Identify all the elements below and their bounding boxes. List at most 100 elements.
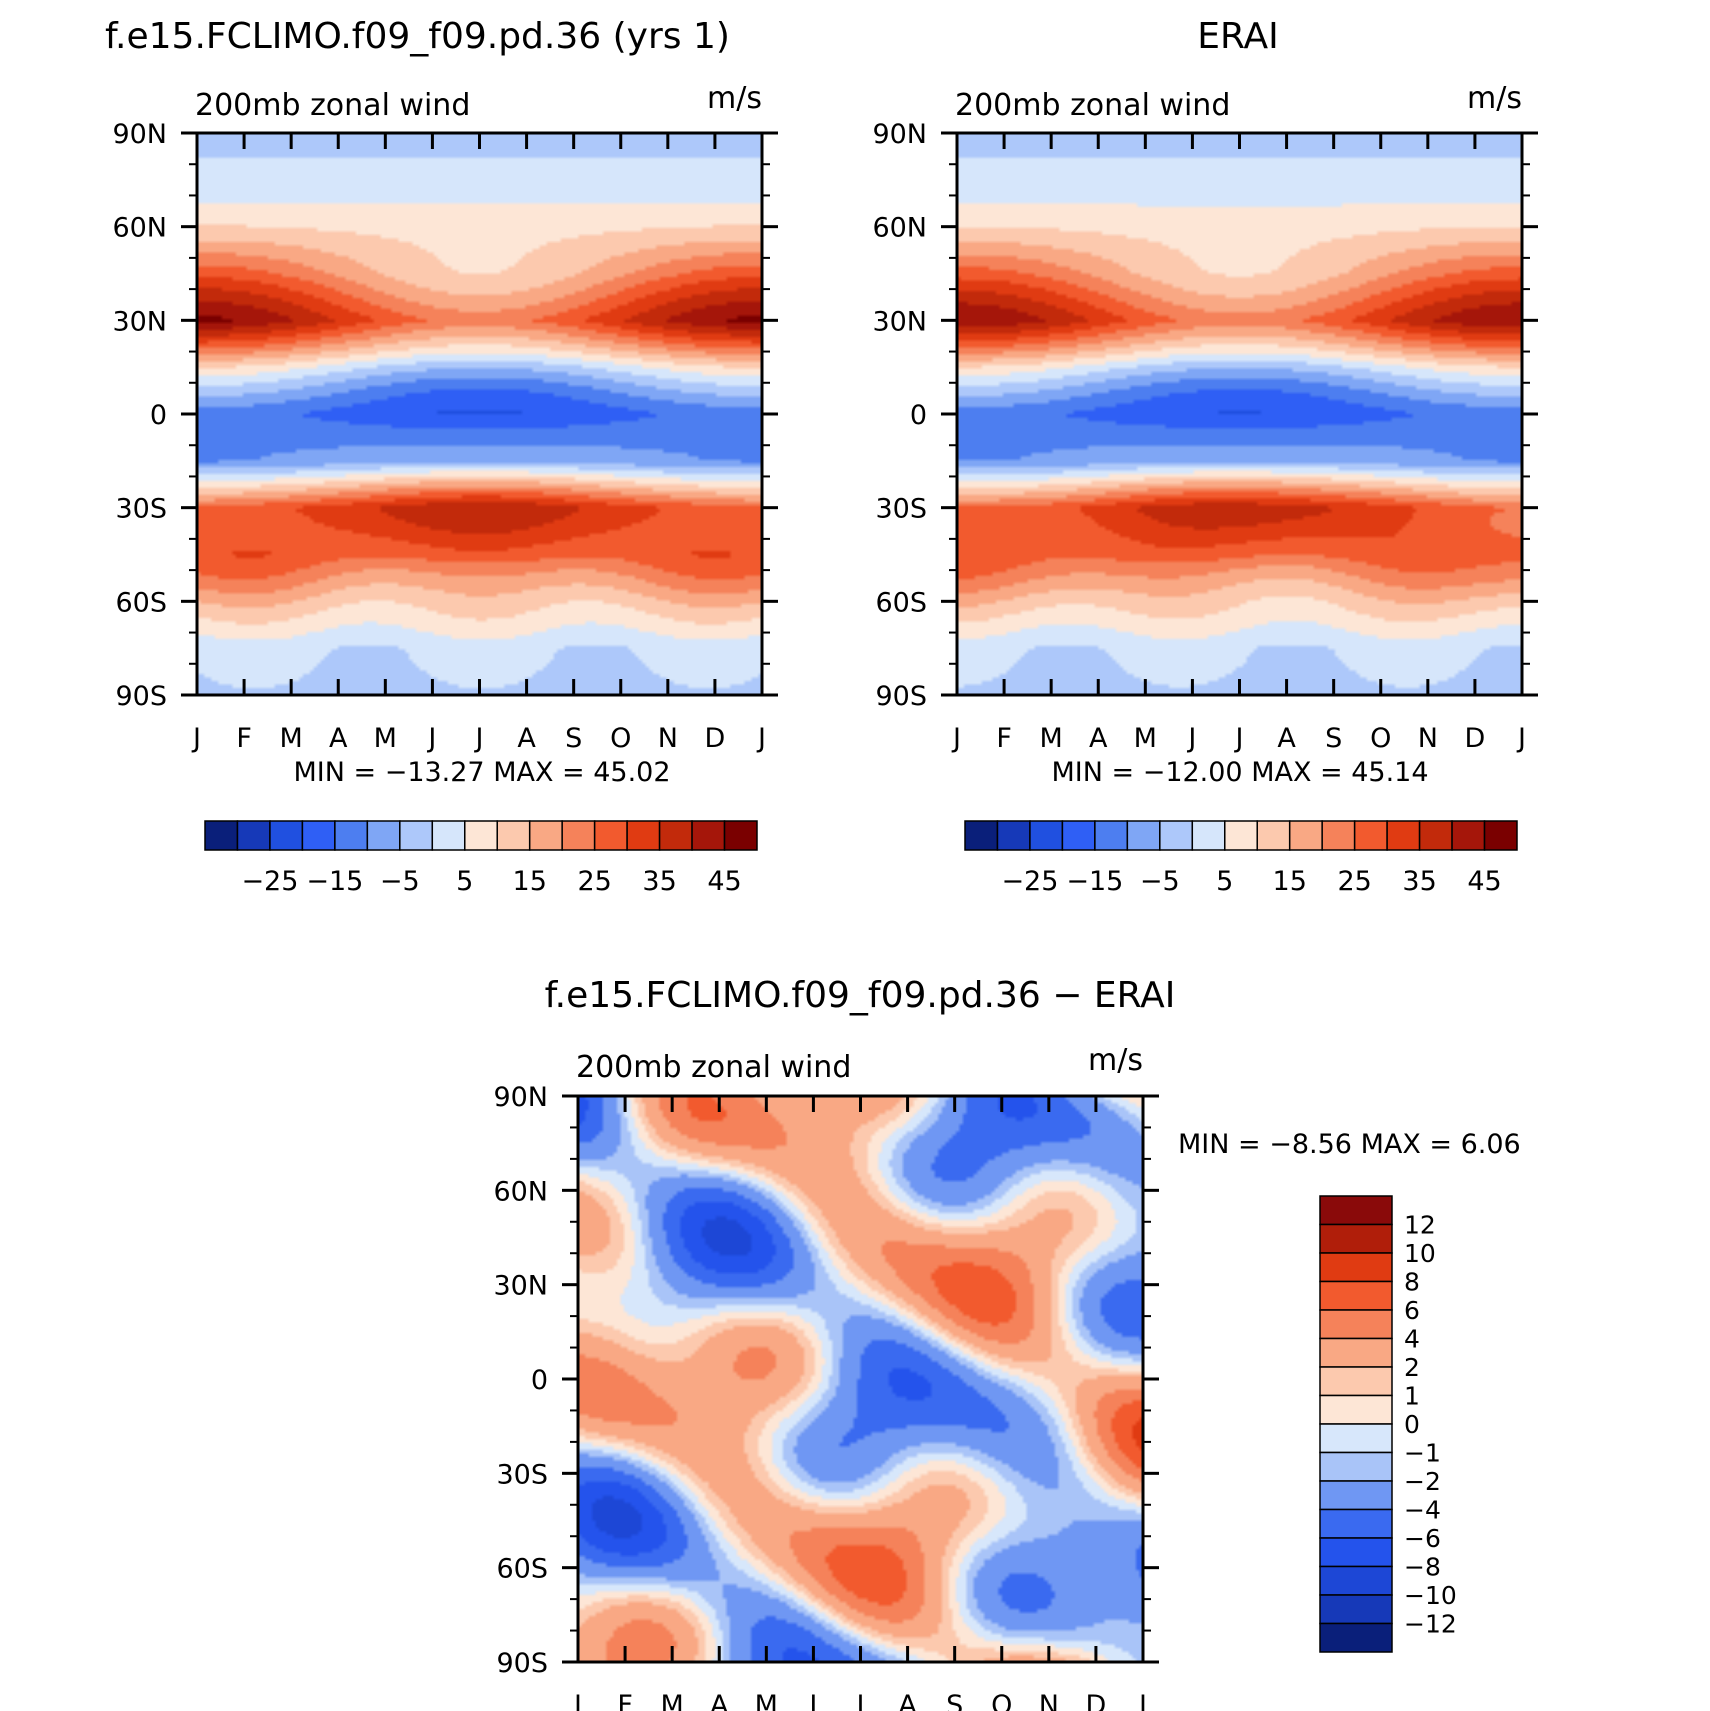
colorbar-box <box>1353 820 1388 851</box>
x-tick-label: N <box>658 723 678 754</box>
colorbar-label: −25 <box>241 866 298 897</box>
colorbar-box <box>1319 1280 1393 1311</box>
colorbar-label: 15 <box>1273 866 1307 897</box>
colorbar-box <box>1126 820 1161 851</box>
colorbar-box <box>1319 1594 1393 1625</box>
colorbar-label: 45 <box>1467 866 1501 897</box>
x-tick-label: M <box>374 723 397 754</box>
x-tick-label: J <box>807 1690 817 1711</box>
colorbar-box <box>1191 820 1226 851</box>
panel-model-units: m/s <box>707 81 762 116</box>
colorbar-label: 0 <box>1404 1410 1420 1439</box>
x-tick-label: J <box>756 723 766 754</box>
colorbar-label: −25 <box>1001 866 1058 897</box>
panel-difference-units: m/s <box>1088 1043 1143 1078</box>
colorbar-box <box>528 820 563 851</box>
colorbar-label: −4 <box>1404 1496 1441 1525</box>
y-tick-label: 90N <box>872 119 927 150</box>
x-tick-label: F <box>996 723 1012 754</box>
y-tick-label: 90S <box>497 1648 549 1679</box>
y-tick-label: 90S <box>116 681 168 712</box>
x-tick-label: A <box>517 723 536 754</box>
x-tick-label: S <box>565 723 582 754</box>
panel-erai: ERAI 200mb zonal wind m/s J F M A M J J A S O N D J9… <box>872 16 1538 897</box>
y-tick-label: 90S <box>876 681 928 712</box>
colorbar-label: 35 <box>642 866 676 897</box>
x-tick-label: A <box>1089 723 1108 754</box>
colorbar-box <box>1224 820 1258 851</box>
colorbar-box <box>399 820 434 851</box>
panel-model: f.e15.FCLIMO.f09_f09.pd.36 (yrs 1) 200mb… <box>105 16 778 897</box>
y-tick-label: 30S <box>876 494 928 525</box>
panel-difference: f.e15.FCLIMO.f09_f09.pd.36 − ERAI 200mb … <box>493 975 1520 1711</box>
colorbar-box <box>561 820 596 851</box>
colorbar-box <box>1319 1508 1393 1539</box>
colorbar-box <box>204 820 239 851</box>
x-tick-label: M <box>1134 723 1157 754</box>
y-tick-label: 0 <box>150 400 167 431</box>
y-tick-label: 60N <box>112 213 167 244</box>
y-tick-label: 30S <box>497 1459 549 1490</box>
panel-difference-min-max: MIN = −8.56 MAX = 6.06 <box>1178 1129 1521 1160</box>
colorbar-box <box>1319 1423 1393 1454</box>
x-tick-label: J <box>1234 723 1244 754</box>
colorbar-label: −2 <box>1404 1467 1441 1496</box>
colorbar-label: −8 <box>1404 1553 1441 1582</box>
colorbar-box <box>1451 820 1486 851</box>
panel-erai-left-label: 200mb zonal wind <box>955 88 1230 123</box>
colorbar-box <box>1029 820 1064 851</box>
x-tick-label: J <box>855 1690 865 1711</box>
colorbar-box <box>1256 820 1291 851</box>
x-tick-label: N <box>1039 1690 1059 1711</box>
colorbar-label: 5 <box>456 866 473 897</box>
colorbar-box <box>1288 820 1323 851</box>
colorbar-box <box>431 820 466 851</box>
colorbar-box <box>1319 1309 1393 1340</box>
colorbar-box <box>1319 1537 1393 1568</box>
colorbar-box <box>691 820 726 851</box>
y-tick-label: 60N <box>872 213 927 244</box>
colorbar-label: 25 <box>1337 866 1371 897</box>
y-tick-label: 30N <box>112 306 167 337</box>
colorbar-label: 35 <box>1402 866 1436 897</box>
y-tick-label: 60S <box>876 587 928 618</box>
colorbar-box <box>1319 1622 1393 1653</box>
colorbar-box <box>1061 820 1096 851</box>
x-tick-label: D <box>1465 723 1486 754</box>
colorbar-label: −12 <box>1404 1610 1457 1639</box>
colorbar-box <box>1159 820 1194 851</box>
x-tick-label: A <box>710 1690 729 1711</box>
colorbar-box <box>366 820 401 851</box>
colorbar-box <box>1418 820 1453 851</box>
colorbar-box <box>1319 1451 1393 1482</box>
colorbar-label: −1 <box>1404 1439 1441 1468</box>
colorbar-box <box>464 820 498 851</box>
colorbar-box <box>496 820 531 851</box>
colorbar-box <box>658 820 693 851</box>
colorbar-label: −15 <box>306 866 363 897</box>
colorbar-label: −6 <box>1404 1524 1441 1553</box>
x-tick-label: F <box>236 723 252 754</box>
x-tick-label: J <box>426 723 436 754</box>
colorbar-label: 8 <box>1404 1268 1420 1297</box>
colorbar-label: 12 <box>1404 1211 1436 1240</box>
axes-difference: J F M A M J J A S O N D J 90N 60N 30N 0 30S 60S 90S <box>493 1082 1159 1711</box>
colorbar-box <box>593 820 628 851</box>
x-tick-label: J <box>1186 723 1196 754</box>
y-tick-label: 0 <box>531 1365 548 1396</box>
x-tick-label: J <box>191 723 201 754</box>
y-tick-label: 0 <box>910 400 927 431</box>
colorbar-box <box>1319 1394 1393 1425</box>
colorbar-box <box>1319 1565 1393 1596</box>
y-tick-label: 60S <box>497 1554 549 1585</box>
colorbar-box <box>1386 820 1421 851</box>
y-tick-label: 90N <box>112 119 167 150</box>
colorbar-erai: −25 −15 −5 5 15 25 35 45 <box>964 820 1518 897</box>
colorbar-box <box>723 820 758 851</box>
panel-difference-title: f.e15.FCLIMO.f09_f09.pd.36 − ERAI <box>545 975 1176 1016</box>
colorbar-label: −5 <box>380 866 420 897</box>
colorbar-label: 25 <box>577 866 611 897</box>
x-tick-label: D <box>1086 1690 1107 1711</box>
